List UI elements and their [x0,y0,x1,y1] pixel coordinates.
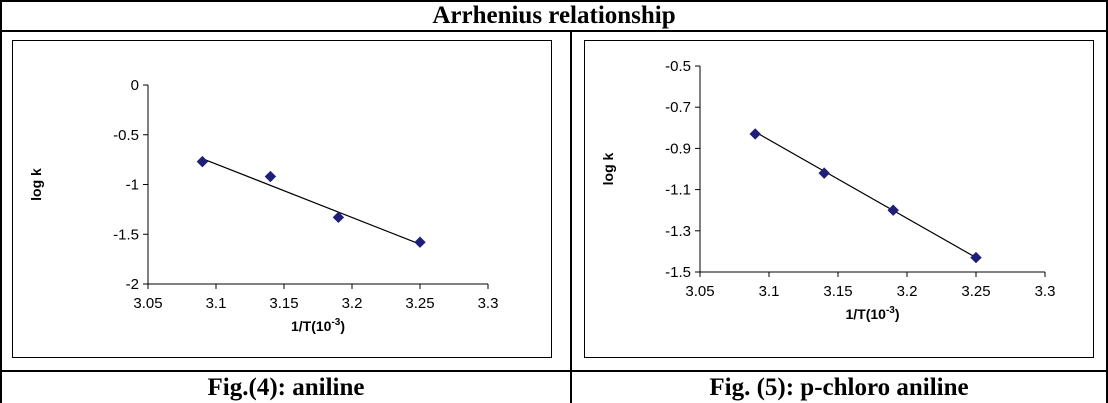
y-axis-title: log k [600,152,616,185]
data-point [818,167,830,179]
data-point [196,155,209,168]
x-axis-title-close: ) [895,306,900,322]
y-tick-label: -0.5 [113,127,139,144]
table-border-left [0,0,2,403]
table-border-top [0,0,1108,2]
data-point [887,204,899,216]
x-tick-label: 3.15 [823,283,852,300]
x-tick-label: 3.1 [759,283,780,300]
x-tick-label: 3.2 [897,283,918,300]
data-point [332,211,345,224]
data-point [264,170,277,183]
y-tick-label: -1 [126,177,139,194]
table-heading-divider [0,30,1108,32]
y-tick-label: -1.5 [665,264,691,281]
trend-line [754,131,977,259]
x-axis-title-main: 1/T(10 [291,318,332,334]
y-tick-label: -1.1 [665,182,691,199]
table-heading: Arrhenius relationship [432,2,676,29]
data-point [970,251,982,264]
x-tick-label: 3.05 [685,283,714,300]
x-axis-title-close: ) [340,318,345,334]
caption-fig-4: Fig.(4): aniline [207,374,365,401]
y-tick-label: -1.5 [113,226,139,243]
x-axis-title-superscript: -3 [886,305,895,316]
x-tick-label: 3.25 [405,295,434,312]
chart-aniline: 0 -0.5 -1 -1.5 -2 3.05 3.1 3.15 3.2 3.25 3.3 1/T(10… [28,77,499,334]
x-tick-label: 3.25 [961,283,990,300]
data-point [749,128,761,140]
y-tick-label: 0 [131,77,139,94]
caption-fig-5: Fig. (5): p-chloro aniline [709,374,969,401]
y-tick-label: -0.9 [665,140,691,157]
chart-p-chloro-aniline: -0.5 -0.7 -0.9 -1.1 -1.3 -1.5 3.05 3.1 3.15 3.2 3.… [600,58,1056,322]
x-tick-label: 3.1 [206,295,227,312]
x-axis-title-superscript: -3 [331,317,340,328]
data-point [414,236,426,248]
trend-line [202,158,421,245]
y-tick-label: -2 [126,276,139,293]
x-tick-label: 3.3 [478,295,499,312]
x-tick-label: 3.3 [1035,283,1056,300]
x-axis-title: 1/T(10-3) [845,305,899,322]
y-tick-label: -1.3 [665,223,691,240]
table-column-divider [570,30,572,403]
x-axis-title-main: 1/T(10 [845,306,886,322]
table-caption-divider [0,370,1108,372]
x-tick-label: 3.2 [342,295,363,312]
x-axis-title: 1/T(10-3) [291,317,345,334]
y-axis-title: log k [28,168,44,201]
x-tick-label: 3.15 [269,295,298,312]
y-tick-label: -0.7 [665,99,691,116]
chart-box-aniline: 0 -0.5 -1 -1.5 -2 3.05 3.1 3.15 3.2 3.25 3.3 1/T(10… [12,40,552,358]
chart-box-p-chloro-aniline: -0.5 -0.7 -0.9 -1.1 -1.3 -1.5 3.05 3.1 3.15 3.2 3.… [584,40,1094,358]
table-border-right [1106,0,1108,403]
y-tick-label: -0.5 [665,58,691,75]
x-tick-label: 3.05 [133,295,162,312]
